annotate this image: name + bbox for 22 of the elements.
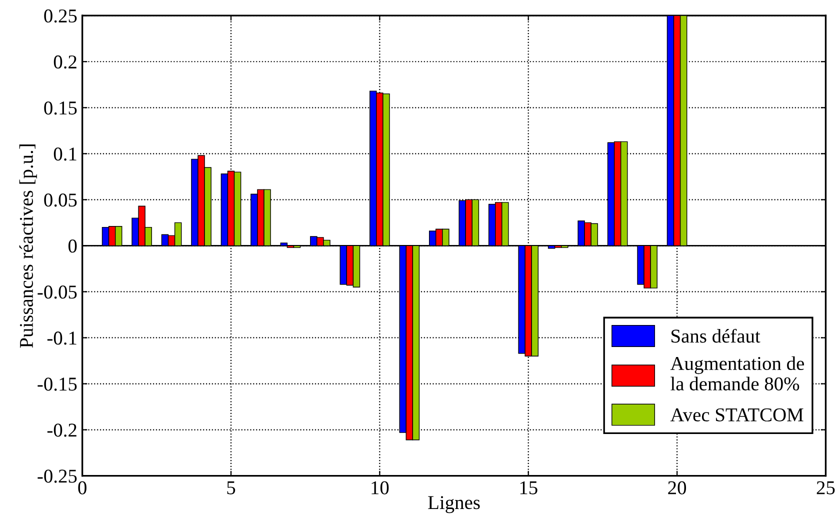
y-tick-label: -0.1 xyxy=(47,332,76,345)
y-tick-label: 0.25 xyxy=(44,9,77,23)
y-tick-label: 0 xyxy=(68,240,77,253)
y-tick-label: 0.1 xyxy=(54,147,76,161)
legend-label: Sans défaut xyxy=(672,328,760,343)
y-tick-label: -0.15 xyxy=(38,378,77,391)
y-tick-label: -0.05 xyxy=(38,286,77,299)
y-tick-label: -0.25 xyxy=(38,470,77,483)
y-axis-title: Puissances réactives [p.u.] xyxy=(19,144,37,348)
x-axis-title: Lignes xyxy=(428,496,480,514)
y-tick-label: 0.2 xyxy=(54,55,76,69)
x-tick-label: 20 xyxy=(668,481,686,494)
x-tick-label: 25 xyxy=(816,481,835,494)
x-tick-label: 10 xyxy=(372,481,389,494)
x-tick-label: 0 xyxy=(78,481,86,494)
legend-label: Avec STATCOM xyxy=(670,408,804,422)
x-tick-label: 15 xyxy=(520,481,538,494)
y-tick-label: 0.05 xyxy=(44,193,77,207)
y-tick-label: 0.15 xyxy=(44,101,77,115)
legend-label: Augmentation de la demande 80% xyxy=(670,356,804,391)
y-tick-label: -0.2 xyxy=(47,424,76,437)
x-tick-label: 5 xyxy=(227,481,236,494)
